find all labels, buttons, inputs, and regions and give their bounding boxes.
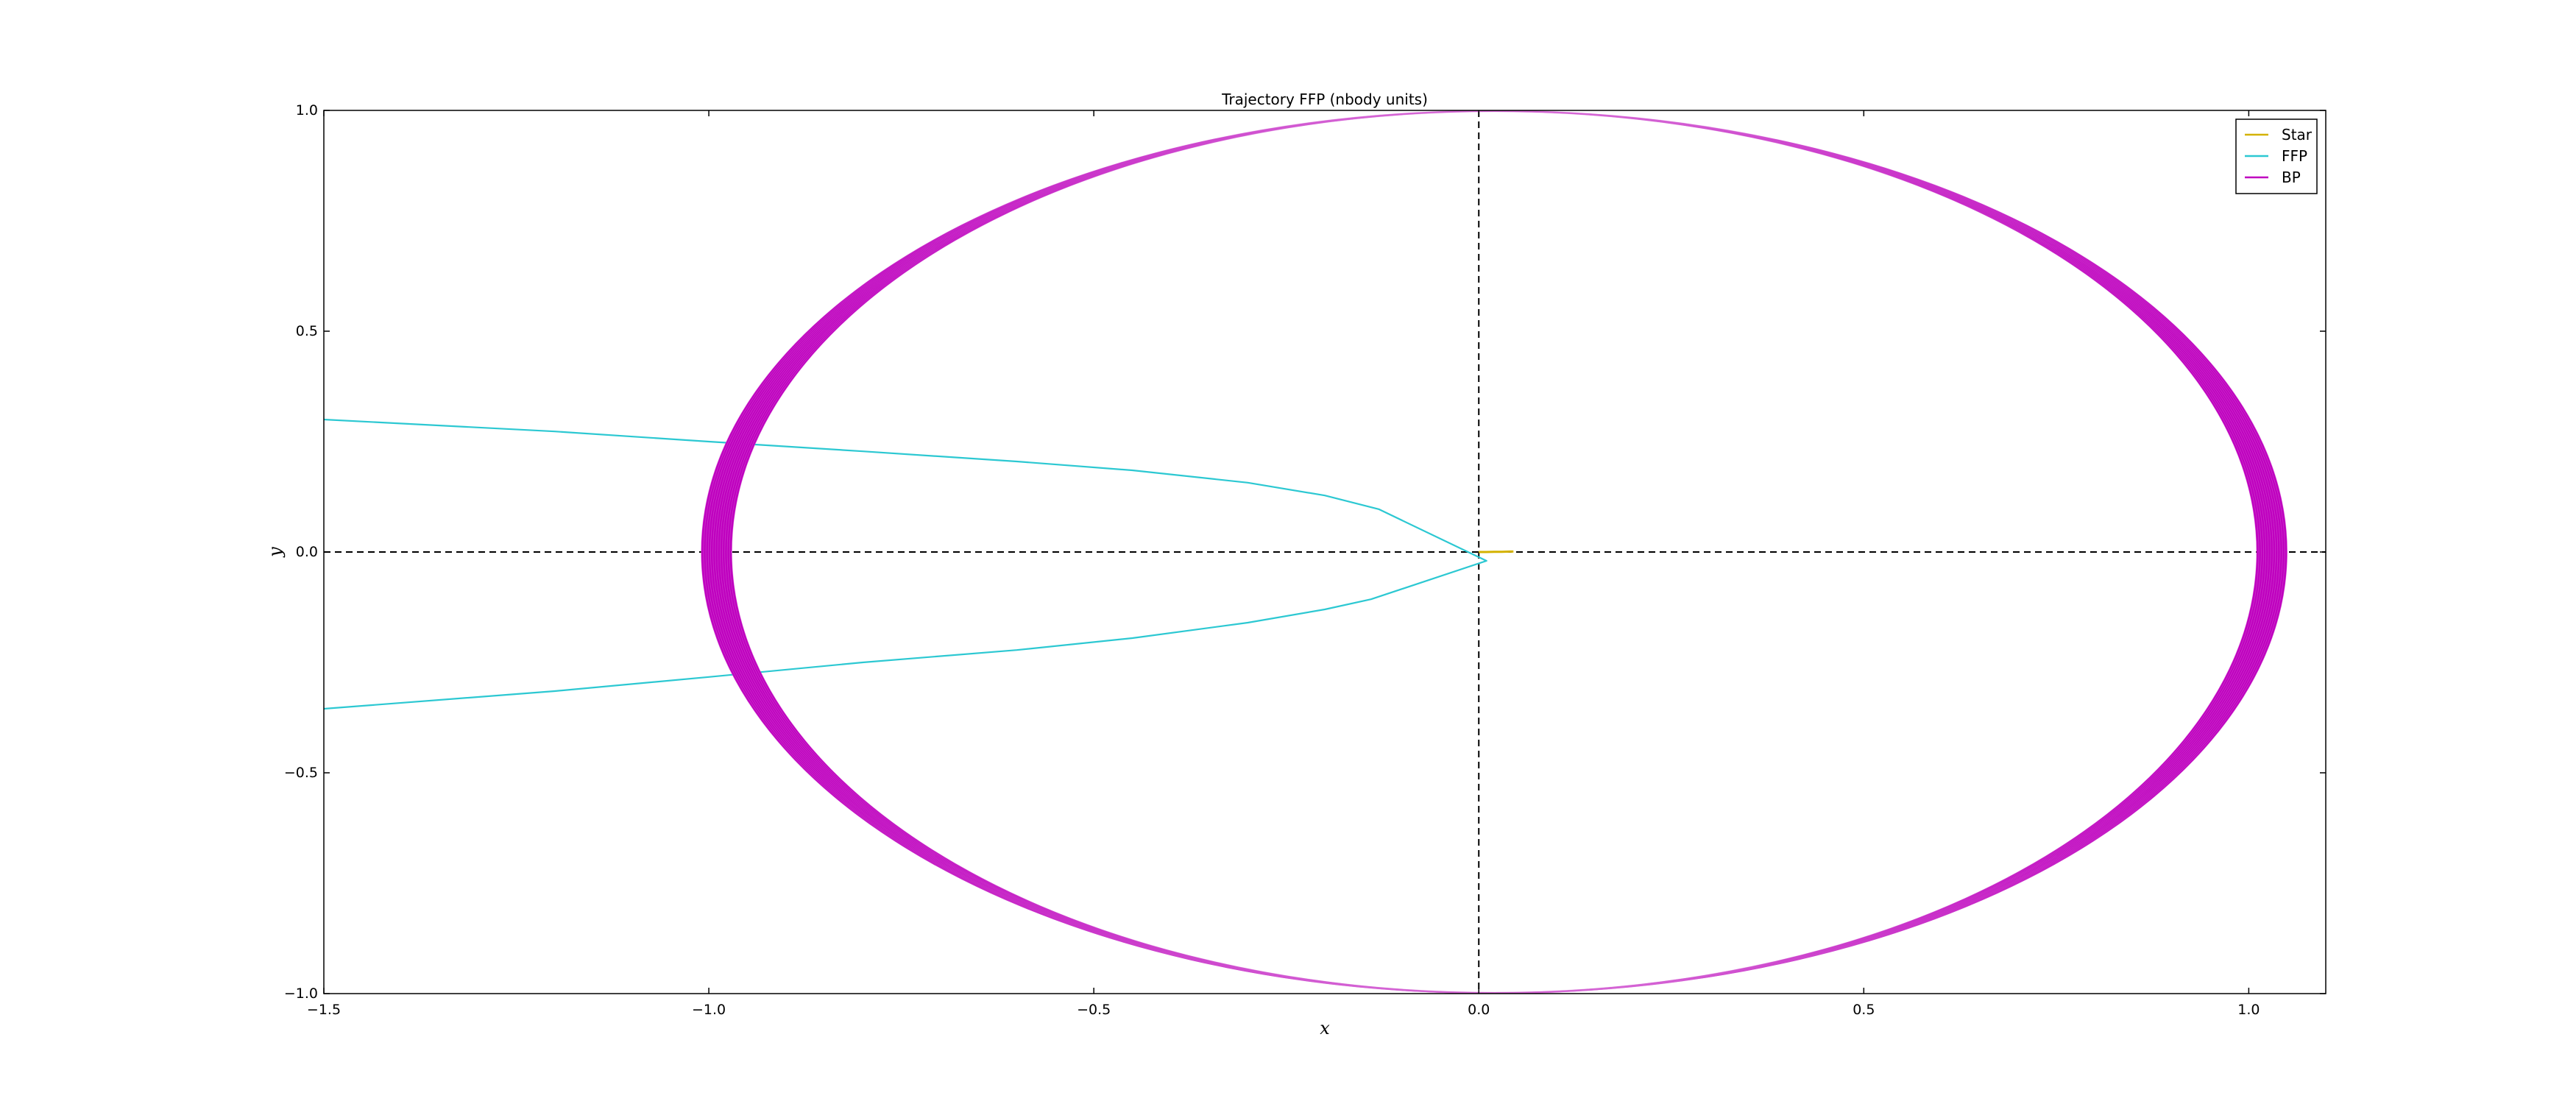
x-tick-label: 0.5 xyxy=(1853,1002,1875,1018)
legend-label-star: Star xyxy=(2282,126,2313,144)
x-tick-label: 1.0 xyxy=(2237,1002,2260,1018)
bp-orbit-line xyxy=(729,111,2260,993)
bp-orbit-line xyxy=(724,110,2264,994)
axis-ticks: −1.5 −1.0 −0.5 0.0 0.5 1.0−1.0−0.50.00.51.0 xyxy=(284,102,2326,1018)
x-tick-label: −1.0 xyxy=(692,1002,726,1018)
y-tick-label: 0.5 xyxy=(296,323,318,339)
x-tick-label: −1.5 xyxy=(307,1002,341,1018)
y-tick-label: 1.0 xyxy=(296,102,318,118)
y-tick-label: −1.0 xyxy=(284,986,318,1002)
legend-label-ffp: FFP xyxy=(2282,147,2307,165)
bp-orbit-line xyxy=(732,111,2257,993)
series-ffp-line xyxy=(324,418,1487,710)
series-star-line xyxy=(1479,550,1514,553)
y-tick-label: 0.0 xyxy=(296,544,318,560)
plot-area xyxy=(324,110,2326,994)
x-axis-label: x xyxy=(1320,1018,1330,1038)
x-tick-label: 0.0 xyxy=(1468,1002,1490,1018)
bp-orbit-line xyxy=(715,110,2274,994)
x-tick-label: −0.5 xyxy=(1077,1002,1111,1018)
bp-orbit-line xyxy=(726,111,2262,993)
reference-lines xyxy=(324,110,2326,994)
bp-orbit-line xyxy=(717,110,2271,994)
y-axis-label: y xyxy=(265,547,286,558)
chart-title: Trajectory FFP (nbody units) xyxy=(1221,91,1428,108)
bp-orbit-line xyxy=(701,110,2287,994)
bp-orbit-line xyxy=(719,110,2269,994)
legend-label-bp: BP xyxy=(2282,169,2301,186)
bp-orbit-line xyxy=(722,110,2267,994)
y-tick-label: −0.5 xyxy=(284,765,318,781)
legend: Star FFP BP xyxy=(2235,118,2318,194)
